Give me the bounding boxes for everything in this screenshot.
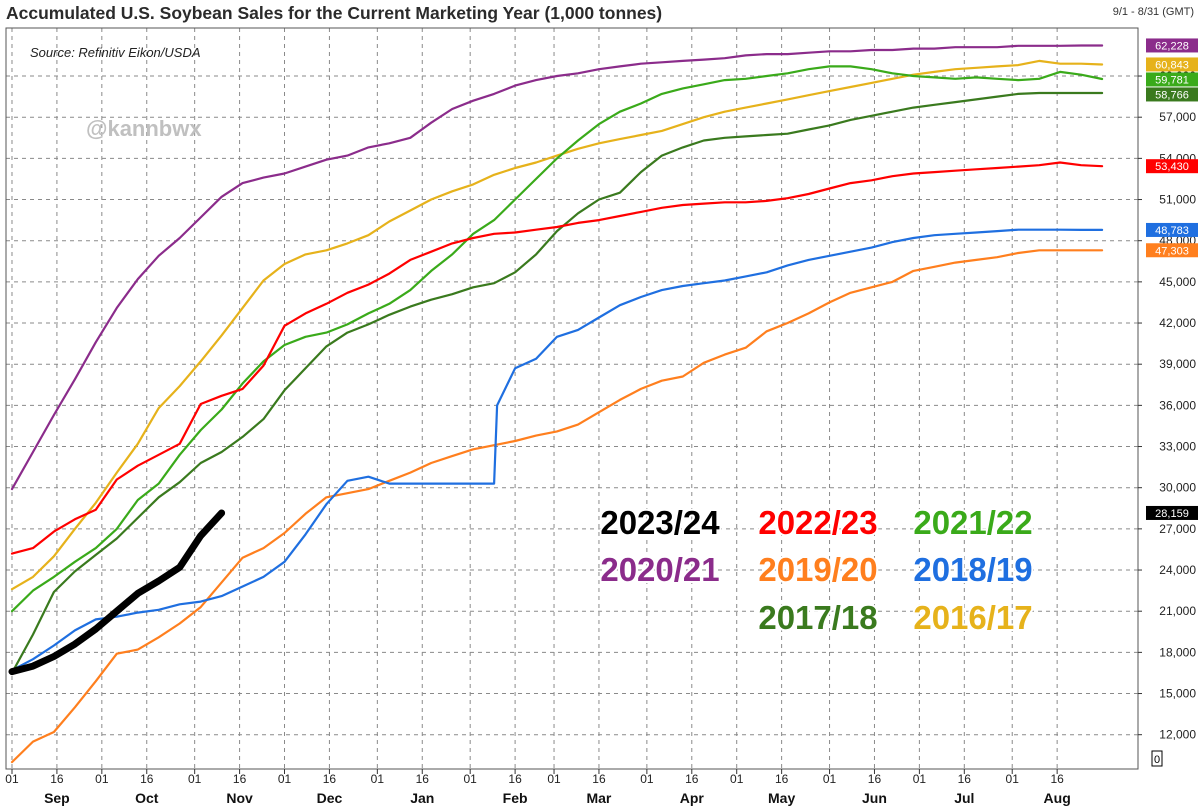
watermark: @kannbwx	[86, 116, 202, 141]
legend-2023-24: 2023/24	[600, 504, 720, 541]
x-month-label: Nov	[226, 790, 253, 806]
x-axis: 01 16 01 16 01 16 01 16 01 16 01 16 01 16 01 16 01 16 01 16…	[5, 769, 1071, 806]
x-tick-label: 16	[508, 772, 522, 786]
x-month-label: Jun	[862, 790, 887, 806]
x-month-label: Sep	[44, 790, 70, 806]
end-label-box	[1146, 57, 1198, 72]
x-tick-label: 16	[416, 772, 430, 786]
end-label-box	[1146, 505, 1198, 520]
end-label-2017-18: 58,766	[1155, 89, 1189, 101]
x-month-label: Apr	[680, 790, 705, 806]
x-tick-label: 16	[958, 772, 972, 786]
end-label-2021-22: 59,781	[1155, 74, 1189, 86]
y-tick-label: 57,000	[1159, 110, 1196, 124]
x-month-label: Mar	[586, 790, 611, 806]
end-label-box	[1146, 222, 1198, 237]
y-tick-label: 27,000	[1159, 522, 1196, 536]
end-label-box	[1146, 87, 1198, 102]
x-tick-label: 16	[323, 772, 337, 786]
x-tick-label: 16	[868, 772, 882, 786]
series-layer	[8, 44, 1104, 764]
x-tick-label: 01	[95, 772, 109, 786]
x-tick-label: 01	[1006, 772, 1020, 786]
y-tick-label: 51,000	[1159, 193, 1196, 207]
end-label-box	[1146, 243, 1198, 258]
x-tick-label: 01	[913, 772, 927, 786]
end-label-box	[1146, 72, 1198, 87]
y-tick-label: 39,000	[1159, 357, 1196, 371]
plot-frame	[5, 27, 1139, 770]
end-label-2020-21: 62,228	[1155, 40, 1189, 52]
end-label-box	[1146, 38, 1198, 53]
legend-2022-23: 2022/23	[758, 504, 877, 541]
x-tick-label: 01	[547, 772, 561, 786]
end-label-2022-23: 53,430	[1155, 161, 1189, 173]
grid	[6, 28, 1138, 769]
y-tick-label: 12,000	[1159, 728, 1196, 742]
x-tick-label: 01	[464, 772, 478, 786]
x-month-label: Jul	[954, 790, 974, 806]
y-tick-label: 36,000	[1159, 398, 1196, 412]
legend-2016-17: 2016/17	[913, 599, 1032, 636]
legend-2018-19: 2018/19	[913, 551, 1032, 588]
series-line-2017-18	[10, 91, 1104, 675]
x-month-label: Jan	[410, 790, 434, 806]
end-label-box	[1146, 159, 1198, 174]
end-labels: 62,228 60,843 59,781 58,766 53,430 48,783 47,3…	[1146, 38, 1198, 520]
y-tick-label: 18,000	[1159, 645, 1196, 659]
x-month-label: Feb	[503, 790, 528, 806]
end-label-2018-19: 48,783	[1155, 225, 1189, 237]
x-month-label: Oct	[135, 790, 159, 806]
x-tick-label: 01	[371, 772, 385, 786]
x-tick-label: 16	[50, 772, 64, 786]
source-text: Source: Refinitiv Eikon/USDA	[30, 45, 201, 60]
x-month-label: May	[768, 790, 795, 806]
y-tick-label: 21,000	[1159, 604, 1196, 618]
series-line-2021-22	[10, 65, 1104, 613]
y-tick-label: 30,000	[1159, 481, 1196, 495]
zero-label-box	[1151, 750, 1163, 767]
zero-label: 0	[1154, 754, 1160, 766]
legend-2021-22: 2021/22	[913, 504, 1032, 541]
y-axis: 12,000 15,000 18,000 21,000 24,000 27,000 30,0…	[1138, 69, 1196, 767]
series-line-2016-17	[10, 59, 1104, 591]
legend-2019-20: 2019/20	[758, 551, 877, 588]
x-tick-label: 16	[233, 772, 247, 786]
series-line-2020-21	[10, 44, 1104, 491]
series-line-2018-19	[10, 228, 1104, 672]
x-tick-label: 01	[5, 772, 19, 786]
x-month-label: Dec	[317, 790, 343, 806]
y-tick-label: 24,000	[1159, 563, 1196, 577]
end-label-2023-24: 28,159	[1155, 508, 1189, 520]
legend: 2023/24 2022/23 2021/22 2020/21 2019/20 2018/…	[598, 502, 1034, 638]
x-tick-label: 01	[730, 772, 744, 786]
x-tick-label: 16	[1050, 772, 1064, 786]
series-line-2022-23	[10, 161, 1104, 555]
x-tick-label: 01	[278, 772, 292, 786]
series-line-2019-20	[10, 249, 1104, 764]
end-label-2016-17: 60,843	[1155, 59, 1189, 71]
x-month-label: Aug	[1044, 790, 1071, 806]
legend-2020-21: 2020/21	[600, 551, 719, 588]
x-tick-label: 16	[775, 772, 789, 786]
y-tick-label: 42,000	[1159, 316, 1196, 330]
x-tick-label: 01	[188, 772, 202, 786]
chart-title: Accumulated U.S. Soybean Sales for the C…	[6, 3, 663, 23]
x-tick-label: 16	[140, 772, 154, 786]
y-tick-label: 15,000	[1159, 687, 1196, 701]
legend-2017-18: 2017/18	[758, 599, 877, 636]
end-label-2019-20: 47,303	[1155, 245, 1189, 257]
y-tick-label: 33,000	[1159, 440, 1196, 454]
series-line-2023-24	[8, 509, 226, 676]
x-tick-label: 01	[823, 772, 837, 786]
x-tick-label: 01	[640, 772, 654, 786]
x-tick-label: 16	[592, 772, 606, 786]
date-range: 9/1 - 8/31 (GMT)	[1112, 6, 1194, 18]
y-tick-label: 45,000	[1159, 275, 1196, 289]
x-tick-label: 16	[685, 772, 699, 786]
